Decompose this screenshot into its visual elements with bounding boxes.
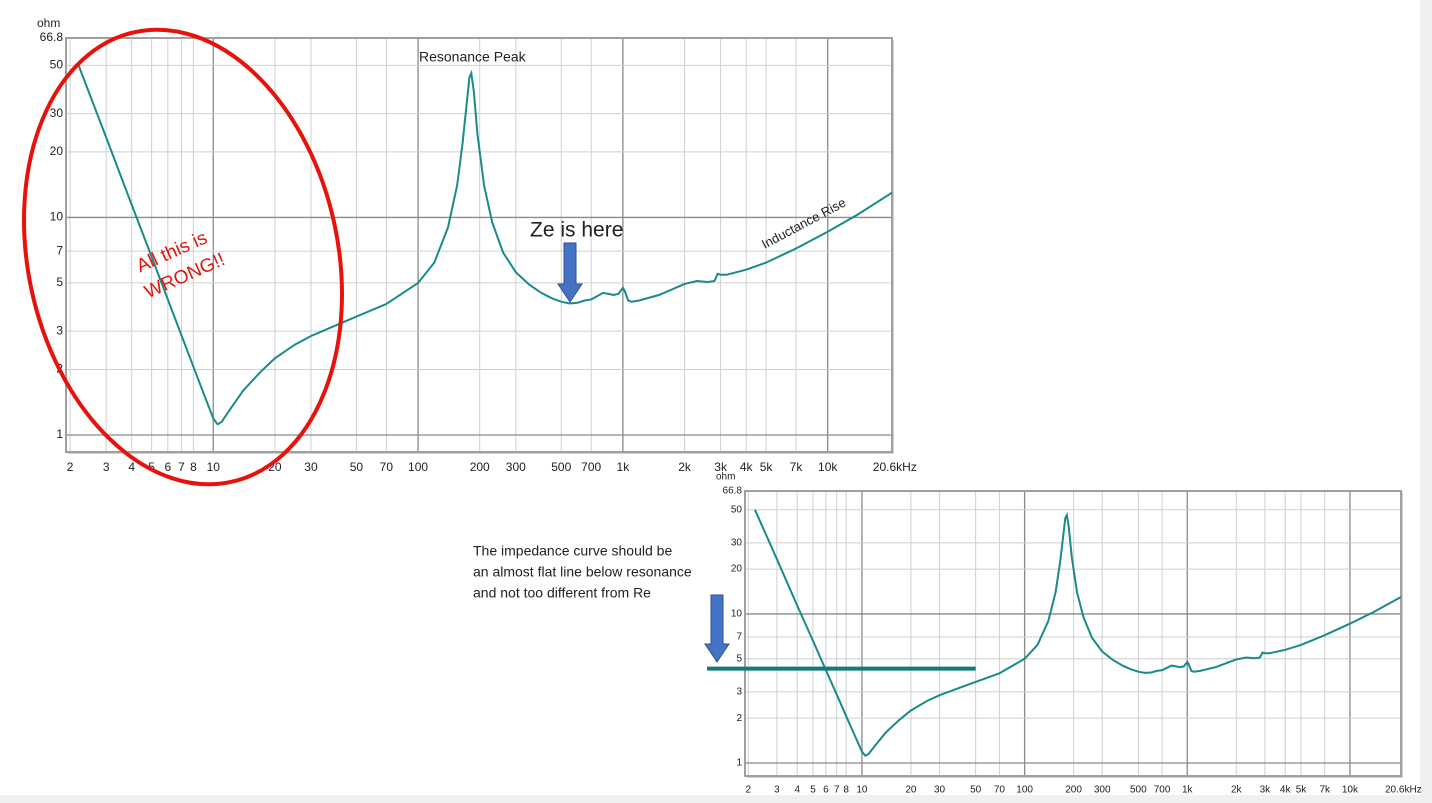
y-tick-label: 3 [736,687,742,698]
x-tick-label: 200 [470,460,490,474]
x-tick-label: 70 [994,785,1006,796]
x-tick-label: 300 [1094,785,1111,796]
note-text: an almost flat line below resonance [473,564,692,580]
x-tick-label: 6 [164,460,171,474]
x-tick-label: 4k [740,460,754,474]
impedance-curve [754,509,1402,757]
x-tick-label: 100 [408,460,428,474]
y-tick-label: 5 [736,653,742,664]
x-tick-label: 700 [1154,785,1171,796]
plot-frame [65,37,893,453]
red-ellipse [22,27,344,487]
x-tick-label: 30 [304,460,318,474]
y-tick-label: 30 [731,537,743,548]
y-tick-label: 66.8 [40,30,64,44]
y-axis-label: ohm [37,16,60,30]
y-tick-label: 50 [731,504,743,515]
x-tick-label: 20.6kHz [1385,785,1422,796]
plot-area [66,38,892,452]
y-tick-label: 66.8 [723,486,743,497]
plot-frame [744,490,1402,777]
y-tick-label: 30 [50,106,64,120]
x-tick-label: 100 [1016,785,1033,796]
y-tick-label: 1 [736,758,742,769]
impedance-curve [77,65,893,426]
y-tick-label: 7 [736,632,742,643]
x-tick-label: 5k [760,460,774,474]
x-tick-label: 7 [178,460,185,474]
y-tick-label: 20 [50,144,64,158]
x-tick-label: 50 [350,460,364,474]
x-tick-label: 20 [905,785,917,796]
y-tick-label: 1 [56,427,63,441]
x-tick-label: 20.6kHz [873,460,917,474]
x-tick-label: 500 [1130,785,1147,796]
y-tick-label: 10 [50,210,64,224]
x-tick-label: 50 [970,785,982,796]
x-tick-label: 10 [207,460,221,474]
x-tick-label: 7k [790,460,804,474]
y-tick-label: 10 [731,609,743,620]
y-tick-label: 3 [56,323,63,337]
y-tick-label: 7 [56,243,63,257]
x-tick-label: 700 [581,460,601,474]
note-text: The impedance curve should be [473,543,672,559]
x-tick-label: 2 [67,460,74,474]
x-tick-label: 300 [506,460,526,474]
x-tick-label: 70 [380,460,394,474]
y-tick-label: 2 [736,713,742,724]
note-text: and not too different from Re [473,585,651,601]
x-tick-label: 500 [551,460,571,474]
x-tick-label: 3 [774,785,780,796]
x-tick-label: 4 [794,785,800,796]
x-tick-label: 5k [1296,785,1308,796]
x-tick-label: 10k [818,460,838,474]
x-tick-label: 3k [714,460,728,474]
x-tick-label: 200 [1065,785,1082,796]
x-tick-label: 7 [834,785,840,796]
x-tick-label: 4k [1280,785,1292,796]
x-tick-label: 7k [1319,785,1331,796]
x-tick-label: 2k [678,460,692,474]
ze-arrow [557,242,583,303]
x-tick-label: 2 [745,785,751,796]
x-tick-label: 8 [190,460,197,474]
x-tick-label: 3k [1260,785,1272,796]
y-axis-label: ohm [716,472,735,483]
annotation: Resonance Peak [419,49,527,65]
x-tick-label: 3 [103,460,110,474]
x-tick-label: 5 [148,460,155,474]
x-tick-label: 8 [843,785,849,796]
x-tick-label: 10k [1342,785,1359,796]
x-tick-label: 4 [128,460,135,474]
x-tick-label: 1k [617,460,631,474]
x-tick-label: 6 [823,785,829,796]
x-tick-label: 5 [810,785,816,796]
x-tick-label: 2k [1231,785,1243,796]
re-arrow [704,594,730,663]
x-tick-label: 30 [934,785,946,796]
y-tick-label: 5 [56,275,63,289]
x-tick-label: 10 [856,785,868,796]
y-tick-label: 50 [50,58,64,72]
x-tick-label: 1k [1182,785,1194,796]
annotation: Ze is here [530,219,623,242]
plot-area [745,491,1401,776]
y-tick-label: 20 [731,564,743,575]
